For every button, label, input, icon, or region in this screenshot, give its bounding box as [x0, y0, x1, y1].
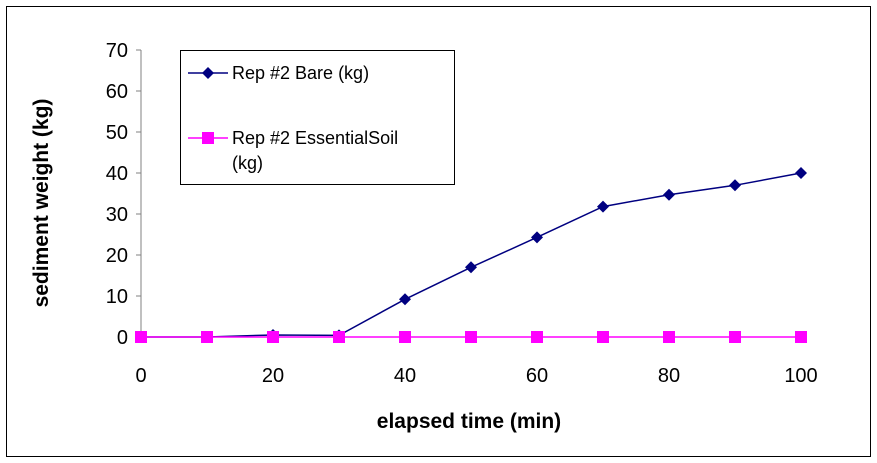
data-point [597, 331, 609, 343]
plot-area [135, 167, 807, 343]
data-point [531, 231, 543, 244]
data-point [465, 331, 477, 343]
legend-label-essentialsoil-line2: (kg) [232, 153, 263, 173]
data-point [465, 261, 477, 274]
data-point [267, 331, 279, 343]
y-tick-label: 0 [117, 327, 128, 349]
data-point [729, 179, 741, 192]
y-tick-label: 30 [106, 204, 128, 226]
legend-label-essentialsoil-line1: Rep #2 EssentialSoil [232, 128, 398, 148]
x-tick-label: 60 [526, 365, 548, 387]
y-tick-label: 40 [106, 163, 128, 185]
x-tick-label: 100 [784, 365, 817, 387]
y-tick-label: 60 [106, 81, 128, 103]
data-point [795, 331, 807, 343]
y-tick-label: 50 [106, 122, 128, 144]
x-tick-label: 40 [394, 365, 416, 387]
y-axis-ticks: 0 10 20 30 40 50 60 70 [106, 40, 141, 349]
x-tick-label: 0 [135, 365, 146, 387]
legend-marker-bare [202, 67, 214, 79]
y-axis-title: sediment weight (kg) [30, 99, 53, 308]
y-tick-label: 70 [106, 40, 128, 62]
data-point [597, 200, 609, 213]
y-tick-label: 10 [106, 286, 128, 308]
data-point [729, 331, 741, 343]
x-axis-title: elapsed time (min) [377, 410, 561, 433]
data-point [663, 331, 675, 343]
x-axis-ticks: 0 20 40 60 80 100 [135, 337, 818, 387]
data-point [399, 331, 411, 343]
data-point [201, 331, 213, 343]
legend-marker-essentialsoil [202, 132, 214, 144]
y-tick-label: 20 [106, 245, 128, 267]
x-tick-label: 80 [658, 365, 680, 387]
data-point [663, 188, 675, 201]
legend-label-bare: Rep #2 Bare (kg) [232, 63, 369, 83]
data-point [333, 331, 345, 343]
x-tick-label: 20 [262, 365, 284, 387]
data-point [135, 331, 147, 343]
legend-label-essentialsoil: Rep #2 EssentialSoil (kg) [232, 128, 403, 173]
data-point [795, 167, 807, 179]
legend: Rep #2 Bare (kg) Rep #2 EssentialSoil (k… [180, 50, 455, 185]
data-point [399, 293, 411, 306]
data-point [531, 331, 543, 343]
